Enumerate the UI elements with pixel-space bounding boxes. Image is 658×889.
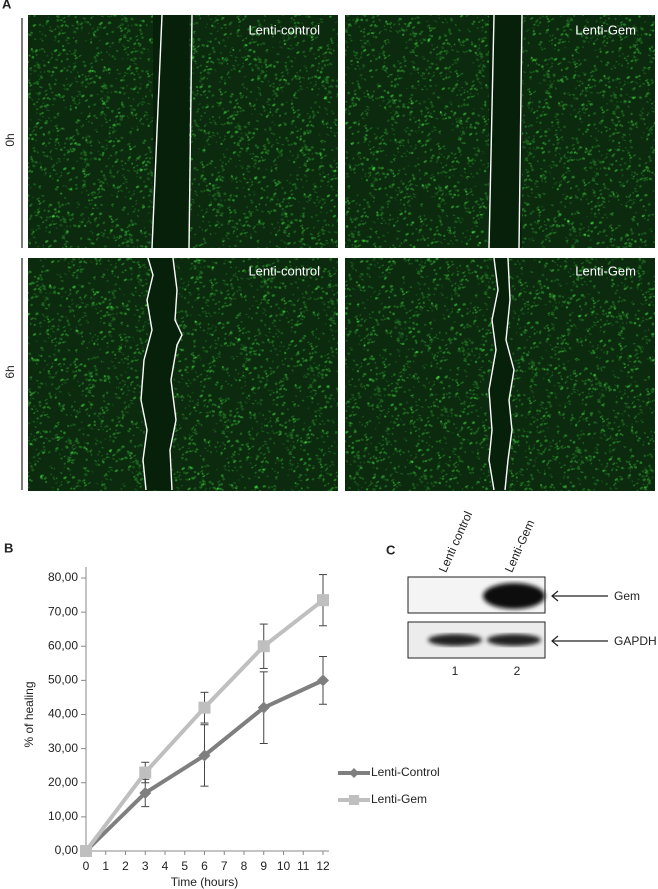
y-tick-label: 30,00 [48,741,78,755]
marker [139,766,152,779]
row-label: 6h [3,365,17,378]
band [428,634,482,646]
image-label: Lenti-Gem [575,22,636,37]
marker [317,674,329,687]
y-tick-label: 50,00 [48,673,78,687]
legend-label: Lenti-Gem [371,792,427,806]
lane-number: 2 [514,664,521,678]
arrows [551,590,608,647]
x-tick-label: 9 [260,859,267,873]
x-tick-label: 0 [83,859,90,873]
band-label: GAPDH [614,634,657,648]
panel-label: C [386,542,396,557]
marker [198,701,211,714]
marker [139,786,152,799]
y-tick-label: 0,00 [55,843,79,857]
image-label: Lenti-Gem [575,263,636,278]
x-tick-label: 7 [221,859,228,873]
y-tick-label: 60,00 [48,638,78,652]
x-tick-label: 12 [316,859,330,873]
row-label: 0h [3,133,17,146]
lane-number: 1 [452,664,459,678]
y-axis-label: % of healing [22,681,36,747]
line-chart: 0,00 10,00 20,00 30,00 40,00 50,00 60,00 70,00 8… [22,567,440,889]
x-tick-label: 6 [201,859,208,873]
y-tick-label: 40,00 [48,707,78,721]
x-tick-label: 11 [297,859,310,873]
y-tick-label: 70,00 [48,604,78,618]
panel-label: A [2,0,12,11]
panel-label: B [4,540,13,555]
x-tick-label: 1 [102,859,109,873]
wound-edges [140,14,523,491]
marker [257,640,270,653]
legend-marker [349,795,359,805]
marker [317,594,329,607]
image-label: Lenti-control [248,263,320,278]
marker [80,845,92,857]
lane-label: Lenti control [436,509,475,574]
x-tick-label: 4 [162,859,169,873]
x-tick-label: 3 [142,859,149,873]
x-tick-label: 5 [181,859,188,873]
band [487,634,541,646]
band-label: Gem [614,589,640,603]
legend-label: Lenti-Control [371,765,440,779]
y-tick-label: 80,00 [48,570,78,584]
marker [198,749,211,762]
image-label: Lenti-control [248,22,320,37]
x-axis-label: Time (hours) [171,875,239,889]
lane-label: Lenti-Gem [502,518,538,575]
micrographs [28,15,655,491]
y-tick-label: 20,00 [48,775,78,789]
marker [257,701,270,714]
band [483,583,545,609]
x-tick-label: 2 [122,859,129,873]
micrograph-overlay [28,258,338,491]
x-tick-label: 10 [277,859,291,873]
legend-marker [349,768,359,778]
y-tick-label: 10,00 [48,809,78,823]
x-tick-label: 8 [241,859,248,873]
